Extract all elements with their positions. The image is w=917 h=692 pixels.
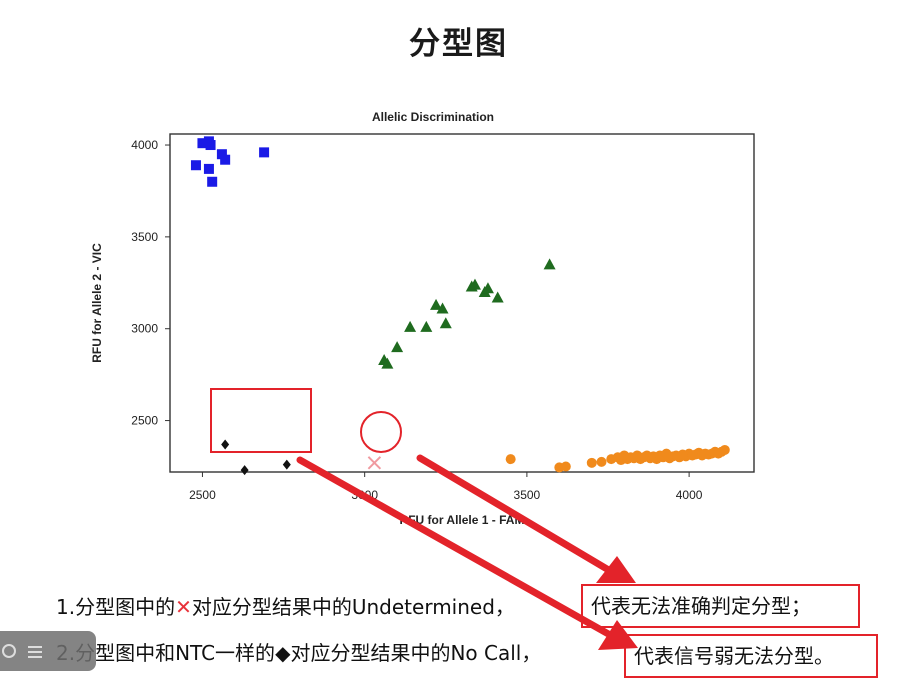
data-point-triangle bbox=[491, 291, 504, 303]
x-tick-label: 2500 bbox=[189, 488, 216, 502]
y-tick-label: 4000 bbox=[131, 138, 158, 152]
note-line-1: 1.分型图中的✕对应分型结果中的Undetermined， bbox=[56, 594, 515, 620]
data-point-square bbox=[203, 163, 214, 174]
note-2-boxed-text: 代表信号弱无法分型。 bbox=[634, 644, 834, 668]
slide-title: 分型图 bbox=[409, 26, 508, 62]
y-tick-label: 3000 bbox=[131, 322, 158, 336]
note-2-suffix: 对应分型结果中的No Call， bbox=[290, 641, 542, 665]
note-line-2: 2.分型图中和NTC一样的◆对应分型结果中的No Call， bbox=[56, 640, 541, 666]
undetermined-highlight-circle bbox=[360, 411, 402, 453]
note-1-boxed-text: 代表无法准确判定分型； bbox=[591, 594, 811, 618]
data-point-triangle bbox=[439, 317, 452, 329]
x-tick-label: 3500 bbox=[514, 488, 541, 502]
data-point-triangle bbox=[468, 278, 481, 290]
data-point-triangle bbox=[420, 320, 433, 332]
red-x-icon: ✕ bbox=[175, 595, 192, 619]
data-point-triangle bbox=[436, 302, 449, 314]
data-point-circle bbox=[719, 444, 730, 455]
data-point-square bbox=[259, 147, 270, 158]
data-point-x bbox=[367, 456, 382, 470]
data-point-circle bbox=[560, 461, 571, 472]
data-point-triangle bbox=[543, 258, 556, 270]
data-point-diamond bbox=[240, 465, 249, 476]
y-axis-label: RFU for Allele 2 - VIC bbox=[90, 243, 104, 363]
note-2-highlight-box: 代表信号弱无法分型。 bbox=[624, 634, 878, 678]
data-point-triangle bbox=[381, 357, 394, 369]
arrow-no-call bbox=[296, 456, 638, 650]
plot-area bbox=[169, 133, 755, 473]
video-player-controls[interactable] bbox=[0, 631, 96, 671]
y-tick-label: 2500 bbox=[131, 414, 158, 428]
data-point-diamond bbox=[282, 459, 291, 470]
data-point-triangle bbox=[430, 298, 443, 310]
data-point-square bbox=[216, 149, 227, 160]
black-diamond-icon: ◆ bbox=[275, 641, 291, 665]
data-points bbox=[190, 136, 730, 476]
arrow-undetermined bbox=[416, 454, 636, 583]
note-1-suffix: 对应分型结果中的Undetermined， bbox=[191, 595, 515, 619]
chart-title: Allelic Discrimination bbox=[372, 110, 494, 124]
data-point-square bbox=[190, 160, 201, 171]
data-point-triangle bbox=[391, 341, 404, 353]
play-circle-icon[interactable] bbox=[2, 644, 16, 658]
data-point-circle bbox=[505, 454, 516, 465]
data-point-triangle bbox=[481, 282, 494, 294]
note-1-prefix: 1.分型图中的 bbox=[56, 595, 176, 619]
data-point-circle bbox=[596, 456, 607, 467]
x-tick-label: 4000 bbox=[676, 488, 703, 502]
no-call-highlight-box bbox=[210, 388, 312, 453]
data-point-circle bbox=[586, 457, 597, 468]
note-1-highlight-box: 代表无法准确判定分型； bbox=[581, 584, 860, 628]
data-point-triangle bbox=[404, 320, 417, 332]
data-point-square bbox=[220, 154, 231, 165]
y-tick-label: 3500 bbox=[131, 230, 158, 244]
data-point-square bbox=[207, 176, 218, 187]
data-point-diamond bbox=[221, 439, 230, 450]
x-axis-label: RFU for Allele 1 - FAM bbox=[400, 513, 525, 527]
data-point-square bbox=[205, 140, 216, 151]
menu-icon[interactable] bbox=[28, 643, 44, 659]
data-point-square bbox=[197, 138, 208, 149]
